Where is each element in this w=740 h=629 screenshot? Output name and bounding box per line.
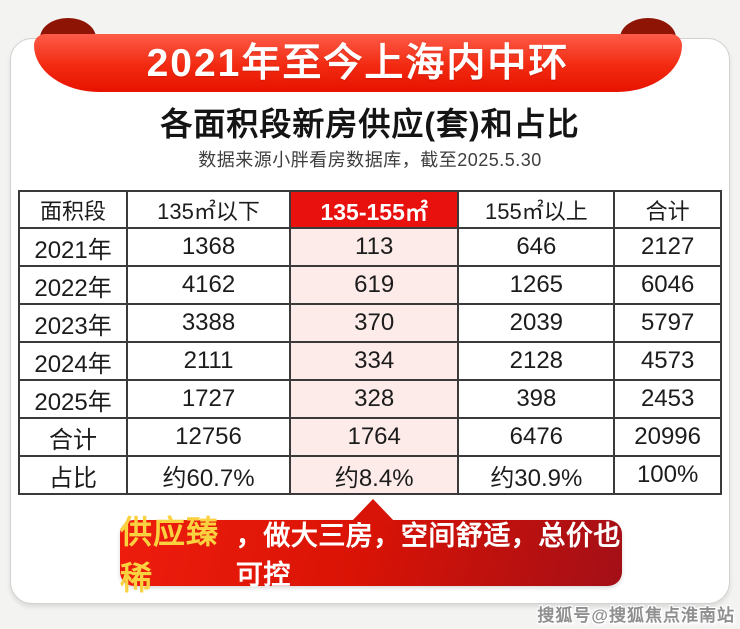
table-cell: 1368 [126, 227, 291, 267]
table-cell: 2039 [457, 303, 616, 343]
column-header-3: 155㎡以上 [457, 190, 616, 229]
row-header: 2024年 [17, 341, 129, 381]
table-cell: 12756 [126, 417, 291, 457]
table-cell: 334 [288, 341, 460, 381]
row-header: 2023年 [17, 303, 129, 343]
ribbon-band: 2021年至今上海内中环 [34, 34, 682, 92]
table-cell: 6476 [457, 417, 616, 457]
table-cell: 100% [613, 455, 722, 495]
callout-highlight-text: 供应臻稀 [120, 514, 220, 596]
table-row: 2023年 3388 370 2039 5797 [17, 303, 722, 343]
table-header-row: 面积段 135㎡以下 135-155㎡ 155㎡以上 合计 [17, 190, 722, 229]
table-row: 2021年 1368 113 646 2127 [17, 227, 722, 267]
table-cell: 2453 [613, 379, 722, 419]
table-cell: 4162 [126, 265, 291, 305]
row-header: 2021年 [17, 227, 129, 267]
table-cell: 6046 [613, 265, 722, 305]
watermark: 搜狐号@搜狐焦点淮南站 [537, 606, 735, 625]
table-cell: 398 [457, 379, 616, 419]
table-row: 2025年 1727 328 398 2453 [17, 379, 722, 419]
callout-text: ，做大三房，空间舒适，总价也可控 [235, 521, 621, 590]
supply-table: 面积段 135㎡以下 135-155㎡ 155㎡以上 合计 2021年 1368 113 64… [17, 190, 722, 495]
table-cell: 1265 [457, 265, 616, 305]
table-row: 占比 约60.7% 约8.4% 约30.9% 100% [17, 455, 722, 495]
table-row: 2024年 2111 334 2128 4573 [17, 341, 722, 381]
table-cell: 328 [288, 379, 460, 419]
table-cell: 619 [288, 265, 460, 305]
table-cell: 2128 [457, 341, 616, 381]
column-header-0: 面积段 [17, 190, 129, 229]
table-cell: 3388 [126, 303, 291, 343]
row-header: 占比 [17, 455, 129, 495]
table-cell: 约60.7% [126, 455, 291, 495]
table-cell: 113 [288, 227, 460, 267]
ribbon-title: 2021年至今上海内中环 [146, 42, 570, 85]
table-cell: 1764 [288, 417, 460, 457]
row-header: 2022年 [17, 265, 129, 305]
table-cell: 1727 [126, 379, 291, 419]
callout-banner: 供应臻稀 ，做大三房，空间舒适，总价也可控 [120, 499, 622, 596]
column-header-4: 合计 [613, 190, 722, 229]
table-cell: 646 [457, 227, 616, 267]
table-cell: 2111 [126, 341, 291, 381]
row-header: 合计 [17, 417, 129, 457]
table-row: 2022年 4162 619 1265 6046 [17, 265, 722, 305]
table-cell: 370 [288, 303, 460, 343]
row-header: 2025年 [17, 379, 129, 419]
table-row: 合计 12756 1764 6476 20996 [17, 417, 722, 457]
table-cell: 4573 [613, 341, 722, 381]
data-source-note: 数据来源小胖看房数据库，截至2025.5.30 [198, 150, 542, 170]
table-cell: 2127 [613, 227, 722, 267]
column-header-2: 135-155㎡ [288, 190, 460, 229]
top-ribbon: 2021年至今上海内中环 [34, 14, 682, 98]
table-cell: 20996 [613, 417, 722, 457]
page-title: 各面积段新房供应(套)和占比 [160, 106, 580, 142]
table-cell: 约8.4% [288, 455, 460, 495]
table-cell: 约30.9% [457, 455, 616, 495]
table-cell: 5797 [613, 303, 722, 343]
callout-pointer-icon [351, 499, 395, 522]
column-header-1: 135㎡以下 [126, 190, 291, 229]
